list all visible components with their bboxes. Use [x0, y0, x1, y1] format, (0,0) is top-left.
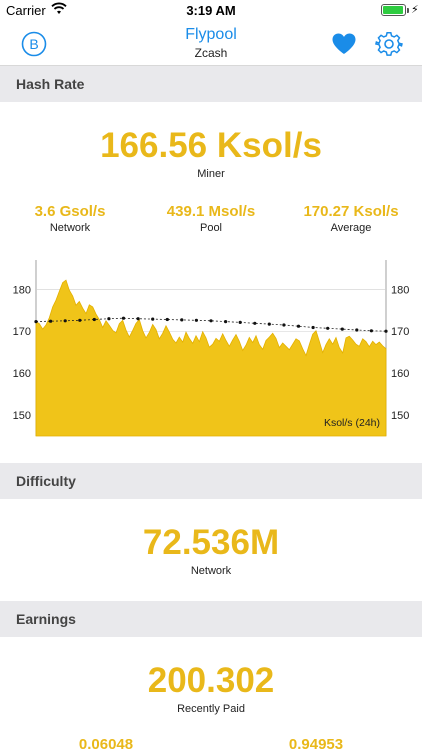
y-tick-label-left: 170 [13, 326, 31, 338]
average-point [136, 317, 140, 321]
earnings-value: 200.302 [147, 661, 275, 700]
hashrate-header: Hash Rate [0, 66, 422, 102]
nav-bar: B Flypool Zcash [0, 22, 422, 66]
average-point [282, 323, 286, 327]
y-tick-label-right: 180 [391, 284, 409, 296]
difficulty-header: Difficulty [0, 463, 422, 499]
earnings-header-label: Earnings [16, 611, 76, 627]
stat-average-label: Average [330, 222, 372, 234]
miner-label: Miner [197, 168, 225, 180]
average-point [92, 317, 96, 322]
stat-average-value: 170.27 Ksol/s [303, 203, 399, 220]
stat-average: 170.27 Ksol/s Average [281, 203, 421, 234]
earnings-partial-right: 0.94953 [288, 736, 344, 750]
average-point [78, 318, 82, 322]
average-point [165, 317, 169, 322]
average-point [107, 317, 111, 321]
earnings-label: Recently Paid [177, 703, 245, 715]
average-point [311, 325, 315, 330]
stat-pool-value: 439.1 Msol/s [166, 203, 256, 220]
earnings-header: Earnings [0, 601, 422, 637]
status-bar: Carrier 3:19 AM ⚡ [0, 0, 422, 22]
average-point [151, 317, 155, 321]
nav-title: Flypool [185, 26, 237, 43]
y-tick-label-right: 160 [391, 368, 409, 380]
battery-level [383, 6, 403, 14]
stat-network: 3.6 Gsol/s Network [0, 203, 140, 234]
y-tick-label-left: 180 [13, 284, 31, 296]
difficulty-value: 72.536M [142, 523, 280, 562]
stat-network-label: Network [49, 222, 91, 234]
stat-pool-label: Pool [199, 222, 223, 234]
average-point [194, 318, 198, 322]
wifi-icon [51, 2, 67, 14]
average-point [209, 319, 213, 323]
miner-hashrate-value: 166.56 Ksol/s [100, 126, 322, 165]
y-tick-label-left: 160 [13, 368, 31, 380]
average-point [267, 322, 271, 326]
chart-unit-label: Ksol/s (24h) [324, 417, 380, 429]
hashrate-area [35, 279, 387, 437]
difficulty-header-label: Difficulty [16, 473, 76, 489]
bitcoin-wallet-icon[interactable]: B [21, 31, 47, 57]
earnings-partial-left: 0.06048 [78, 736, 134, 750]
average-point [34, 320, 38, 324]
stat-pool: 439.1 Msol/s Pool [141, 203, 281, 234]
charging-icon: ⚡ [411, 4, 419, 16]
average-point [340, 327, 344, 331]
average-point [238, 320, 242, 324]
nav-subtitle: Zcash [194, 46, 228, 60]
average-point [384, 329, 388, 333]
battery-icon [381, 4, 406, 16]
average-point [63, 319, 67, 323]
average-point [49, 319, 53, 323]
y-tick-label-right: 150 [391, 410, 409, 422]
average-point [355, 328, 359, 332]
y-tick-label-left: 150 [13, 410, 31, 422]
heart-icon[interactable] [331, 32, 357, 56]
hashrate-header-label: Hash Rate [16, 76, 85, 92]
average-point [180, 318, 184, 322]
average-point [253, 321, 257, 325]
hashrate-chart: 150 150 160 160 170 170 180 180 Ksol/s (24h) [13, 260, 409, 437]
gear-icon[interactable] [375, 30, 403, 58]
stat-network-value: 3.6 Gsol/s [34, 203, 106, 220]
average-point [121, 316, 126, 320]
difficulty-label: Network [190, 565, 232, 577]
carrier-label: Carrier [6, 3, 46, 18]
svg-text:B: B [29, 36, 38, 52]
battery-cap [407, 8, 409, 13]
average-point [296, 324, 301, 328]
y-tick-label-right: 170 [391, 326, 409, 338]
clock: 3:19 AM [186, 3, 236, 18]
average-point [369, 329, 373, 333]
average-point [224, 320, 228, 324]
average-point [326, 326, 330, 330]
